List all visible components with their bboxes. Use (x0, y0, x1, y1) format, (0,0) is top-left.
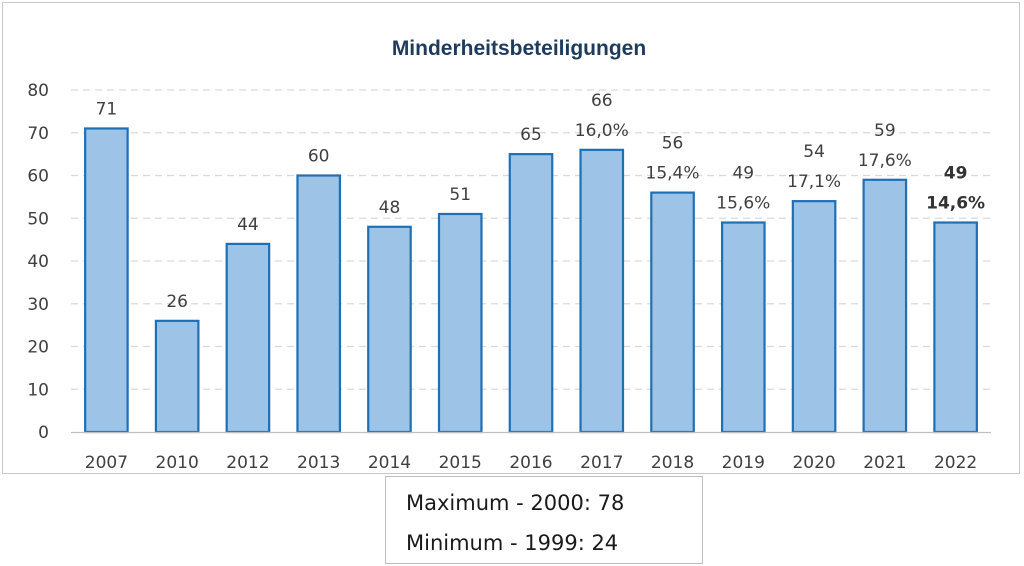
bar-2007 (84, 127, 129, 434)
bar-2013 (296, 174, 342, 434)
value-label: 48 (379, 198, 401, 218)
chart-frame: Minderheitsbeteiligungen 0 10 20 30 40 50 60 70… (2, 2, 1020, 474)
x-tick-label: 2010 (156, 453, 199, 473)
y-tick-label: 60 (27, 167, 49, 187)
bar-2020 (791, 200, 837, 434)
x-tick-label: 2017 (580, 453, 623, 473)
x-tick-label: 2014 (368, 453, 411, 473)
percent-label: 15,4% (646, 164, 700, 184)
y-tick-label: 10 (27, 380, 49, 400)
value-label: 44 (237, 215, 259, 235)
bar-2016 (508, 153, 554, 434)
x-tick-label: 2007 (85, 453, 128, 473)
x-tick-label: 2013 (297, 453, 340, 473)
value-label: 66 (591, 91, 613, 111)
bar-2010 (154, 319, 200, 434)
percent-label: 17,1% (787, 172, 841, 192)
bar-2017 (579, 148, 625, 434)
min-max-box: Maximum - 2000: 78 Minimum - 1999: 24 (385, 476, 703, 564)
chart-title: Minderheitsbeteiligungen (392, 37, 646, 60)
value-label: 59 (874, 121, 896, 141)
bar-2019 (720, 221, 766, 434)
x-axis-ticks: 2007 2010 2012 2013 2014 2015 2016 2017 2018 2019… (85, 453, 977, 473)
x-tick-label: 2016 (509, 453, 552, 473)
value-label: 26 (166, 292, 188, 312)
y-tick-label: 80 (27, 81, 49, 101)
y-tick-label: 70 (27, 124, 49, 144)
y-tick-label: 50 (27, 209, 49, 229)
y-tick-label: 0 (38, 423, 49, 443)
value-label: 71 (96, 99, 118, 119)
value-label: 65 (520, 125, 542, 145)
bar-2015 (437, 212, 483, 434)
bar-2022 (933, 221, 978, 434)
y-tick-label: 40 (27, 252, 49, 272)
x-tick-label: 2018 (651, 453, 694, 473)
bar-2021 (862, 178, 908, 434)
value-label: 54 (803, 142, 825, 162)
minimum-text: Minimum - 1999: 24 (406, 531, 619, 555)
x-tick-label: 2015 (439, 453, 482, 473)
value-label: 49 (732, 164, 754, 184)
x-tick-label: 2022 (934, 453, 977, 473)
bar-2012 (225, 242, 271, 434)
value-label: 49 (944, 164, 968, 184)
x-tick-label: 2019 (722, 453, 765, 473)
bar-2014 (367, 225, 412, 434)
maximum-text: Maximum - 2000: 78 (406, 491, 625, 515)
bars (84, 127, 978, 434)
data-labels: 71 26 44 60 48 51 65 16,0% 66 15,4% 56 15,6% 49 17,1%… (96, 91, 986, 312)
percent-label: 15,6% (716, 194, 770, 214)
percent-label: 14,6% (926, 194, 985, 214)
value-label: 51 (449, 185, 471, 205)
bar-2018 (650, 191, 695, 434)
y-axis-ticks: 0 10 20 30 40 50 60 70 80 (27, 81, 49, 443)
value-label: 56 (662, 134, 684, 154)
y-tick-label: 20 (27, 338, 49, 358)
x-tick-label: 2021 (863, 453, 906, 473)
y-tick-label: 30 (27, 295, 49, 315)
bar-chart: Minderheitsbeteiligungen 0 10 20 30 40 50 60 70… (27, 37, 991, 473)
x-tick-label: 2020 (792, 453, 835, 473)
x-tick-label: 2012 (226, 453, 269, 473)
percent-label: 17,6% (858, 151, 912, 171)
percent-label: 16,0% (575, 121, 629, 141)
value-label: 60 (308, 147, 330, 167)
